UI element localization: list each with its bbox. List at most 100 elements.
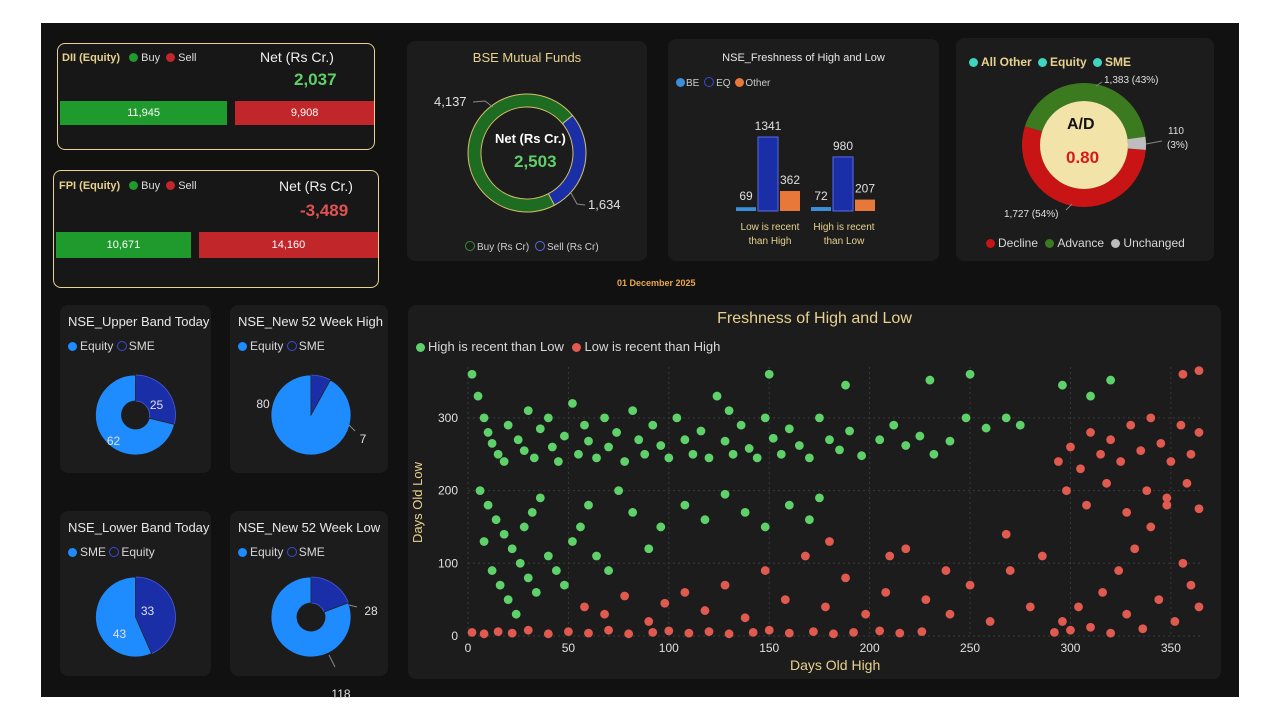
point-high-recent xyxy=(760,522,770,532)
point-low-recent xyxy=(1058,617,1067,626)
point-low-recent xyxy=(760,566,770,575)
lower-band-card: NSE_Lower Band Today SME Equity 43 33 xyxy=(60,511,211,676)
point-high-recent xyxy=(507,544,517,554)
point-high-recent xyxy=(531,587,541,597)
point-low-recent xyxy=(821,602,830,612)
point-high-recent xyxy=(487,438,497,448)
point-low-recent xyxy=(1066,625,1075,635)
pie-label: 62 xyxy=(107,434,121,448)
x-tick-label: 200 xyxy=(860,641,880,655)
point-high-recent xyxy=(696,426,706,436)
pie-legend: Equity SME xyxy=(68,339,155,353)
point-high-recent xyxy=(925,375,935,385)
legend-eq: EQ xyxy=(716,78,731,89)
point-high-recent xyxy=(523,573,533,583)
y-tick-label: 300 xyxy=(438,411,458,425)
point-high-recent xyxy=(688,449,698,459)
fresh-bar xyxy=(736,207,756,211)
point-low-recent xyxy=(720,580,730,590)
fpi-sell-legend: Sell xyxy=(178,180,197,192)
fresh-bar-label: 207 xyxy=(855,182,875,196)
point-high-recent xyxy=(835,445,844,455)
bse-sell-leader xyxy=(570,192,586,206)
point-high-recent xyxy=(503,420,513,430)
point-low-recent xyxy=(1106,628,1116,638)
point-high-recent xyxy=(551,566,561,575)
point-high-recent xyxy=(680,500,690,510)
ad-unchanged-label: 110 xyxy=(1168,126,1184,137)
fpi-net-label: Net (Rs Cr.) xyxy=(279,178,353,194)
fresh-bar-label: 72 xyxy=(814,189,828,203)
point-high-recent xyxy=(644,544,654,554)
point-high-recent xyxy=(672,413,682,423)
point-high-recent xyxy=(511,609,521,619)
point-low-recent xyxy=(564,627,573,637)
fpi-title: FPI (Equity) xyxy=(59,180,121,192)
dii-bars-sell-bar: 9,908 xyxy=(235,101,374,125)
bse-mf-center-value: 2,503 xyxy=(514,152,557,171)
scatter-title: Freshness of High and Low xyxy=(717,310,912,327)
point-high-recent xyxy=(483,428,493,437)
pie-title: NSE_New 52 Week High xyxy=(238,314,383,329)
point-high-recent xyxy=(499,529,509,539)
point-low-recent xyxy=(784,628,794,638)
point-high-recent xyxy=(1106,375,1116,385)
point-high-recent xyxy=(604,566,613,575)
nse-fresh-bars: 69 1341 362 72 980 207 xyxy=(736,119,875,212)
point-high-recent xyxy=(634,435,644,445)
ad-unchanged-slice xyxy=(1127,136,1146,150)
point-high-recent xyxy=(559,431,569,441)
point-high-recent xyxy=(628,406,638,416)
point-low-recent xyxy=(1130,544,1140,554)
point-high-recent xyxy=(519,522,529,532)
point-high-recent xyxy=(825,435,834,445)
point-low-recent xyxy=(1001,529,1011,539)
new-52w-low-card: NSE_New 52 Week Low Equity SME 118 28 xyxy=(230,511,388,701)
point-high-recent xyxy=(547,442,557,452)
point-low-recent xyxy=(479,629,489,639)
point-low-recent xyxy=(965,580,975,590)
point-high-recent xyxy=(875,435,885,445)
point-high-recent xyxy=(568,398,577,408)
point-low-recent xyxy=(1098,587,1107,597)
point-low-recent xyxy=(1178,369,1188,379)
point-high-recent xyxy=(656,522,666,532)
point-high-recent xyxy=(592,453,601,463)
bse-mf-legend-buy: Buy (Rs Cr) xyxy=(477,242,530,253)
dii-title-row: DII (Equity) Buy Sell xyxy=(62,52,197,64)
point-high-recent xyxy=(604,442,613,452)
point-low-recent xyxy=(1049,627,1059,637)
point-high-recent xyxy=(576,522,585,532)
pie-legend-a: Equity xyxy=(80,339,114,353)
pie-slice-primary xyxy=(270,576,352,658)
point-high-recent xyxy=(680,435,690,445)
point-high-recent xyxy=(764,369,774,379)
scatter-plot: 0 100 200 300 0 50 100 150 200 250 300 350 xyxy=(438,366,1204,655)
point-high-recent xyxy=(584,436,593,446)
legend-other: Other xyxy=(745,78,771,89)
pie-slice-secondary xyxy=(135,374,176,425)
point-high-recent xyxy=(487,566,497,575)
dii-card: DII (Equity) Buy Sell Net (Rs Cr.) 2,037… xyxy=(57,43,375,150)
pie-label: 28 xyxy=(364,604,378,618)
point-low-recent xyxy=(764,625,774,635)
group-label-low-recent: Low is recent than High xyxy=(740,222,800,247)
point-low-recent xyxy=(1082,500,1091,510)
point-low-recent xyxy=(724,629,734,639)
fpi-bars: 10,671 14,160 xyxy=(56,232,378,258)
point-high-recent xyxy=(728,449,738,459)
point-low-recent xyxy=(1122,609,1132,619)
dii-bars-buy-bar: 11,945 xyxy=(60,101,228,125)
point-low-recent xyxy=(1182,478,1192,488)
scatter-card: Freshness of High and Low High is recent… xyxy=(408,305,1221,679)
pie-legend-b: SME xyxy=(298,339,325,353)
point-high-recent xyxy=(656,441,666,450)
legend-unchanged: Unchanged xyxy=(1123,236,1185,250)
point-low-recent xyxy=(1166,457,1176,466)
x-tick-label: 250 xyxy=(960,641,980,655)
point-high-recent xyxy=(841,380,850,390)
pie-slice-primary xyxy=(95,374,175,456)
point-low-recent xyxy=(700,606,710,615)
fpi-card: FPI (Equity) Buy Sell Net (Rs Cr.) -3,48… xyxy=(53,170,379,288)
pie-label: 25 xyxy=(150,398,164,412)
